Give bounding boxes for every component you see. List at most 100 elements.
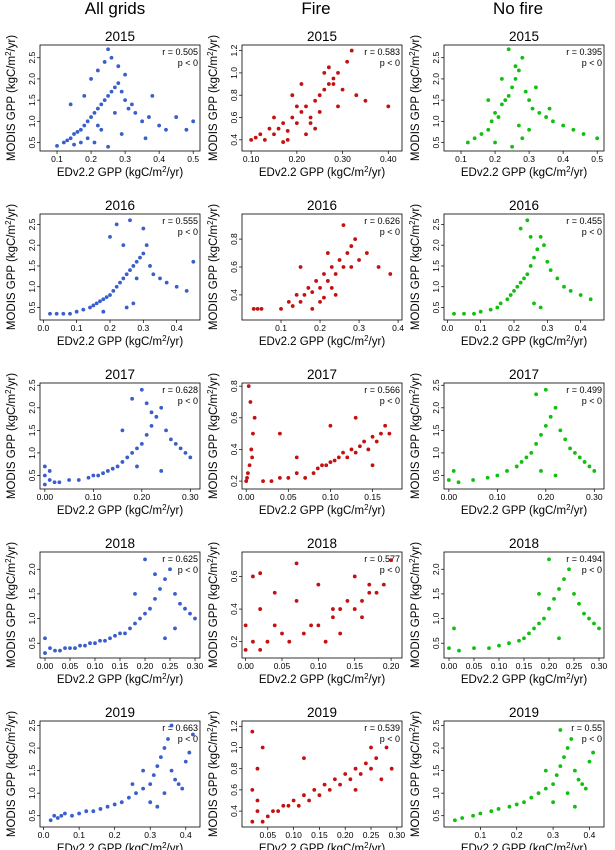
- data-point: [537, 621, 541, 626]
- data-point: [101, 309, 106, 314]
- data-point: [89, 115, 93, 119]
- data-point: [527, 631, 531, 636]
- p-value: p < 0: [582, 565, 602, 575]
- data-point: [81, 307, 86, 312]
- data-point: [472, 136, 477, 141]
- data-point: [348, 777, 353, 782]
- data-point: [337, 258, 342, 262]
- data-point: [138, 255, 142, 260]
- x-tick-label: 0.4: [575, 323, 587, 333]
- data-point: [354, 93, 359, 98]
- data-point: [148, 782, 153, 787]
- data-point: [512, 289, 516, 293]
- panel-title: 2015: [307, 29, 337, 44]
- data-point: [543, 768, 548, 773]
- x-tick-label: 0.15: [311, 830, 328, 840]
- data-point: [141, 786, 146, 791]
- data-point: [582, 460, 587, 464]
- data-point: [313, 98, 318, 103]
- data-point: [108, 234, 112, 239]
- x-tick-label: 0.30: [586, 492, 603, 502]
- data-point: [178, 446, 183, 451]
- data-point: [349, 244, 354, 248]
- data-point: [318, 299, 322, 304]
- x-tick-label: 0.10: [322, 492, 339, 502]
- data-point: [272, 623, 277, 628]
- data-point: [78, 140, 83, 145]
- data-point: [360, 599, 364, 603]
- data-point: [495, 305, 500, 310]
- y-tick-label: 1.5: [431, 94, 441, 106]
- data-point: [551, 800, 555, 805]
- data-point: [370, 463, 375, 468]
- p-value: p < 0: [380, 227, 400, 237]
- data-point: [133, 592, 137, 596]
- y-tick-label: 0.5: [27, 637, 37, 649]
- data-point: [580, 782, 585, 787]
- data-point: [331, 607, 335, 611]
- data-point: [255, 306, 260, 311]
- data-point: [534, 392, 539, 397]
- data-point: [94, 301, 99, 306]
- data-point: [528, 234, 533, 239]
- plot-frame: [443, 213, 605, 321]
- y-tick-label: 0.6: [229, 784, 239, 796]
- data-point: [150, 93, 155, 98]
- y-tick-label: 1.0: [229, 741, 239, 753]
- data-point: [523, 89, 528, 94]
- y-tick-label: 1.0: [27, 787, 37, 799]
- x-axis-label: EDv2.2 GPP (kgC/m2/yr): [259, 672, 385, 687]
- x-axis-label: EDv2.2 GPP (kgC/m2/yr): [57, 165, 183, 180]
- data-point: [562, 284, 566, 289]
- data-point: [447, 646, 451, 651]
- plot-frame: [241, 382, 403, 490]
- data-point: [478, 309, 483, 314]
- data-point: [515, 284, 520, 289]
- data-point: [322, 87, 327, 92]
- data-point: [538, 305, 543, 310]
- x-tick-label: 0.3: [523, 154, 535, 164]
- data-point: [76, 478, 81, 482]
- data-point: [143, 136, 148, 141]
- data-point: [130, 451, 135, 455]
- x-tick-label: 0.1: [71, 323, 83, 333]
- y-tick-label: 0.5: [431, 469, 441, 481]
- data-point: [499, 102, 504, 107]
- y-tick-label: 2.5: [27, 52, 37, 64]
- data-point: [134, 276, 139, 281]
- x-tick-label: 0.2: [508, 323, 520, 333]
- data-point: [311, 471, 316, 476]
- data-point: [250, 455, 255, 460]
- data-point: [532, 255, 536, 260]
- y-tick-label: 1.5: [431, 424, 441, 436]
- data-point: [548, 268, 553, 273]
- data-point: [374, 756, 379, 760]
- data-point: [243, 623, 248, 628]
- r-value: r = 0.499: [566, 385, 602, 395]
- data-point: [139, 387, 144, 392]
- data-point: [537, 110, 542, 115]
- x-tick-label: 0.1: [474, 830, 486, 840]
- y-axis-label: MODIS GPP (kgC/m2/yr): [206, 711, 221, 837]
- data-point: [548, 414, 553, 419]
- data-point: [244, 479, 249, 483]
- data-point: [497, 643, 501, 648]
- data-point: [78, 127, 83, 132]
- data-point: [535, 247, 540, 252]
- x-axis-label: EDv2.2 GPP (kgC/m2/yr): [259, 165, 385, 180]
- data-point: [558, 428, 563, 433]
- data-point: [52, 480, 57, 485]
- data-point: [553, 473, 558, 478]
- x-axis-label: EDv2.2 GPP (kgC/m2/yr): [259, 503, 385, 518]
- data-point: [101, 471, 105, 476]
- data-point: [68, 102, 73, 107]
- r-value: r = 0.505: [162, 47, 198, 57]
- x-tick-label: 0.1: [275, 323, 287, 333]
- y-tick-label: 1.5: [27, 588, 37, 600]
- data-point: [98, 299, 102, 304]
- data-point: [565, 746, 570, 750]
- data-point: [286, 299, 291, 304]
